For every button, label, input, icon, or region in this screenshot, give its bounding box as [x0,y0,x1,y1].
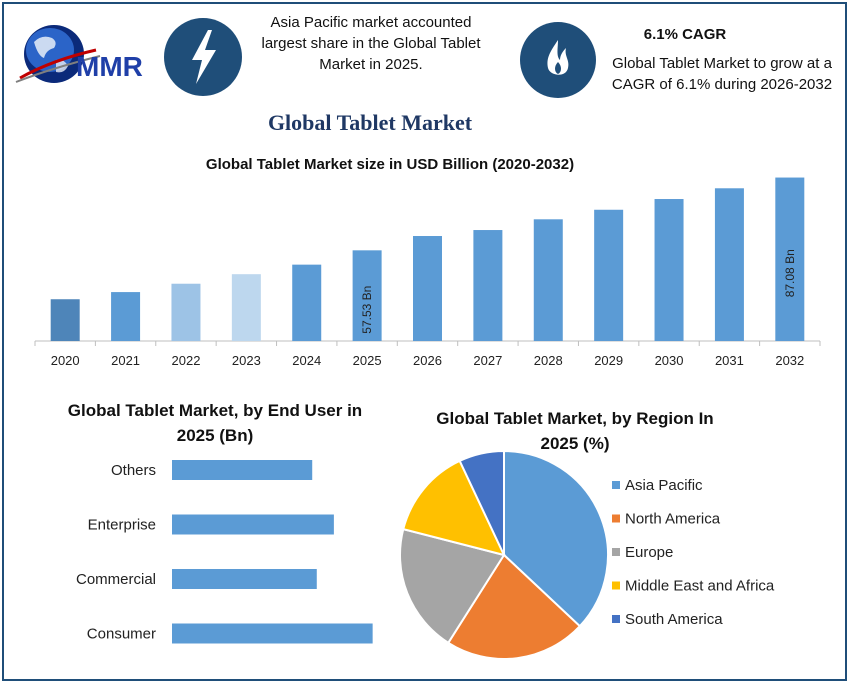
market-size-bar-chart: 2020 2021 2022 2023 2024 2025 57.53 Bn 2026 2027… [34,177,821,368]
page-title: Global Tablet Market [267,110,473,135]
legend-label-south-america: South America [625,611,723,628]
x-tick-label-2021: 2021 [111,353,140,368]
pie-slice-middle-east-and-africa [402,459,506,557]
bar-2032 [775,177,805,341]
bar-2030 [654,199,684,341]
hbar-enterprise [172,514,334,535]
x-tick-label-2027: 2027 [473,353,502,368]
x-tick-label-2020: 2020 [51,353,80,368]
legend-label-asia-pacific: Asia Pacific [625,477,703,494]
x-tick-label-2025: 2025 [353,353,382,368]
pie-slice-europe [399,527,506,645]
legend-label-middle-east-and-africa: Middle East and Africa [625,578,775,595]
bar-2024 [292,264,322,341]
bar-2025 [352,250,382,341]
logo-text: MMR [76,51,143,82]
flame-icon [520,22,596,98]
bar-2026 [413,236,442,341]
x-tick-label-2031: 2031 [715,353,744,368]
end-user-chart-title: Global Tablet Market, by End User in 202… [67,401,363,445]
data-label-2032: 87.08 Bn [783,249,797,297]
bar-2021 [111,292,141,341]
x-tick-label-2023: 2023 [232,353,261,368]
bar-2023 [231,274,261,341]
hbar-commercial [172,569,317,589]
x-tick-label-2030: 2030 [655,353,684,368]
hbar-label-commercial: Commercial [76,571,156,588]
x-tick-label-2029: 2029 [594,353,623,368]
legend-swatch-north-america [612,514,620,523]
legend-swatch-middle-east-and-africa [612,581,620,590]
bar-2029 [594,209,624,341]
x-tick-label-2026: 2026 [413,353,442,368]
pie-slice-asia-pacific [503,449,609,628]
hbar-label-enterprise: Enterprise [88,517,156,534]
region-chart-title: Global Tablet Market, by Region In 2025 … [436,409,714,453]
hbar-label-others: Others [111,462,156,479]
legend-label-north-america: North America [625,511,721,528]
cagr-text: Global Tablet Market to grow at a CAGR o… [611,55,833,93]
market-size-chart-title: Global Tablet Market size in USD Billion… [205,156,575,173]
mmr-logo: MMR [12,20,162,90]
cagr-title: 6.1% CAGR [643,26,727,43]
lightning-icon [164,18,242,96]
end-user-bar-chart: Others Enterprise Commercial Consumer [76,460,373,644]
pie-slice-south-america [458,449,505,556]
legend-label-europe: Europe [625,544,673,561]
legend-swatch-asia-pacific [612,481,620,489]
data-label-2025: 57.53 Bn [360,286,374,334]
bar-2028 [533,219,563,341]
info-left-text: Asia Pacific market accounted largest sh… [261,14,481,73]
pie-slice-north-america [446,553,582,660]
x-tick-label-2032: 2032 [775,353,804,368]
legend-swatch-south-america [612,615,620,623]
bar-2031 [714,188,744,341]
x-tick-label-2028: 2028 [534,353,563,368]
bar-2020 [50,299,80,341]
x-tick-label-2024: 2024 [292,353,321,368]
hbar-label-consumer: Consumer [87,626,156,643]
hbar-consumer [172,623,373,644]
hbar-others [172,460,313,480]
legend-swatch-europe [612,548,620,556]
region-pie-chart: Asia Pacific North America Europe Middle Ea… [399,449,775,660]
x-tick-label-2022: 2022 [172,353,201,368]
bar-2022 [171,283,201,341]
bar-2027 [473,230,503,341]
